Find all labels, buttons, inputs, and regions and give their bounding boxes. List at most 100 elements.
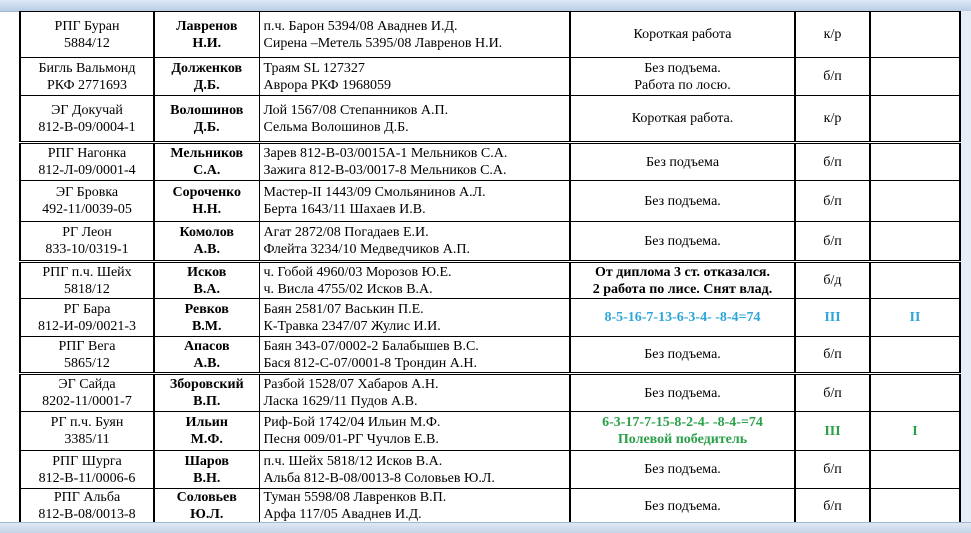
dog-cell-line: РПГ Альба xyxy=(53,490,121,505)
owner-cell: Мельников С.А. xyxy=(153,141,260,181)
owner-cell: Долженков Д.Б. xyxy=(153,57,260,96)
diploma-cell: б/п xyxy=(794,141,871,181)
parents-cell: Баян 2581/07 Васькин П.Е. К-Травка 2347/0… xyxy=(258,298,571,337)
owner-cell-line: Н.И. xyxy=(192,35,222,51)
owner-cell-line: А.В. xyxy=(193,355,220,371)
table-row: РПГ Нагонка 812-Л-09/0001-4 Мельников С.А. З… xyxy=(19,141,961,181)
place-cell xyxy=(869,141,961,181)
parents-cell-line: Риф-Бой 1742/04 Ильин М.Ф. xyxy=(263,415,441,430)
parents-cell: Агат 2872/08 Погадаев Е.И. Флейта 3234/10… xyxy=(258,221,571,262)
place-cell xyxy=(869,57,961,96)
diploma-cell: III xyxy=(794,411,871,451)
table-row: ЭГ Бровка 492-11/0039-05 Сороченко Н.Н. Маст… xyxy=(19,180,961,222)
place-cell xyxy=(869,372,961,412)
owner-cell-line: В.Н. xyxy=(193,470,221,486)
dog-cell: РПГ п.ч. Шейх 5818/12 xyxy=(19,260,155,299)
dog-cell-line: РПГ Вега xyxy=(58,338,116,354)
parents-cell-line: Берта 1643/11 Шахаев И.В. xyxy=(263,202,426,217)
dog-cell: РГ Леон 833-10/0319-1 xyxy=(19,221,155,262)
result-cell-line: Работа по лосю. xyxy=(634,77,731,93)
result-cell-line: Без подъема xyxy=(645,154,720,170)
diploma-cell: б/п xyxy=(794,450,871,489)
owner-cell-line: В.А. xyxy=(193,281,220,297)
parents-cell-line: Разбой 1528/07 Хабаров А.Н. xyxy=(263,377,439,392)
parents-cell-line: Арфа 117/05 Аваднев И.Д. xyxy=(263,507,422,522)
diploma-cell: б/п xyxy=(794,372,871,412)
place-cell: II xyxy=(869,298,961,337)
dog-cell: РГ п.ч. Буян 3385/11 xyxy=(19,411,155,451)
parents-cell-line: Зарев 812-В-03/0015А-1 Мельников С.А. xyxy=(263,146,508,161)
dog-cell-line: РКФ 2771693 xyxy=(46,77,128,93)
dog-cell-line: 812-В-08/0013-8 xyxy=(38,507,136,522)
result-cell: Без подъема. Работа по лосю. xyxy=(569,57,796,96)
parents-cell-line: Зажига 812-В-03/0017-8 Мельников С.А. xyxy=(263,163,507,178)
owner-cell: Сороченко Н.Н. xyxy=(153,180,260,222)
results-table: РПГ Буран 5884/12 Лавренов Н.И. п.ч. Барон 5… xyxy=(19,11,961,524)
parents-cell-line: Траям SL 127327 xyxy=(263,60,365,76)
dog-cell: Бигль Вальмонд РКФ 2771693 xyxy=(19,57,155,96)
parents-cell: Лой 1567/08 Степанников А.П. Сельма Волош… xyxy=(258,95,571,143)
owner-cell-line: Лавренов xyxy=(176,18,238,34)
parents-cell-line: ч. Висла 4755/02 Исков В.А. xyxy=(263,281,433,297)
parents-cell-line: Лой 1567/08 Степанников А.П. xyxy=(263,102,449,118)
dog-cell: РПГ Альба 812-В-08/0013-8 xyxy=(19,488,155,524)
dog-cell-line: 5818/12 xyxy=(64,281,110,297)
dog-cell: ЭГ Сайда 8202-11/0001-7 xyxy=(19,372,155,412)
dog-cell-line: 812-В-11/0006-6 xyxy=(38,470,136,486)
parents-cell: Баян 343-07/0002-2 Балабышев В.С. Бася 81… xyxy=(258,336,571,374)
owner-cell-line: Д.Б. xyxy=(193,119,220,135)
result-cell-line: 2 работа по лисе. Снят влад. xyxy=(592,281,773,297)
result-cell: Короткая работа xyxy=(569,11,796,58)
diploma-cell: б/п xyxy=(794,180,871,222)
result-cell-line: Короткая работа. xyxy=(631,111,734,126)
result-cell-line: 8-5-16-7-13-6-3-4- -8-4=74 xyxy=(604,310,761,325)
table-row: РПГ п.ч. Шейх 5818/12 Исков В.А. ч. Гобой 49… xyxy=(19,260,961,299)
result-cell: От диплома 3 ст. отказался. 2 работа по л… xyxy=(569,260,796,299)
table-row: Бигль Вальмонд РКФ 2771693 Долженков Д.Б. Тр… xyxy=(19,57,961,96)
parents-cell: Траям SL 127327 Аврора РКФ 1968059 xyxy=(258,57,571,96)
result-cell: 8-5-16-7-13-6-3-4- -8-4=74 xyxy=(569,298,796,337)
parents-cell: Мастер-II 1443/09 Смольянинов А.Л. Берта … xyxy=(258,180,571,222)
table-row: ЭГ Сайда 8202-11/0001-7 Зборовский В.П. Разб… xyxy=(19,372,961,412)
parents-cell-line: ч. Гобой 4960/03 Морозов Ю.Е. xyxy=(263,264,452,280)
owner-cell-line: Волошинов xyxy=(170,102,244,118)
result-cell-line: 6-3-17-7-15-8-2-4- -8-4-=74 xyxy=(602,415,763,430)
owner-cell-line: Шаров xyxy=(184,453,229,469)
parents-cell-line: Баян 2581/07 Васькин П.Е. xyxy=(263,301,424,317)
parents-cell-line: п.ч. Шейх 5818/12 Исков В.А. xyxy=(263,453,443,469)
dog-cell: ЭГ Докучай 812-В-09/0004-1 xyxy=(19,95,155,143)
result-cell: 6-3-17-7-15-8-2-4- -8-4-=74 Полевой побед… xyxy=(569,411,796,451)
dog-cell-line: 8202-11/0001-7 xyxy=(42,394,132,409)
owner-cell-line: Зборовский xyxy=(169,377,244,392)
place-cell xyxy=(869,450,961,489)
owner-cell: Исков В.А. xyxy=(153,260,260,299)
owner-cell-line: А.В. xyxy=(193,242,220,257)
parents-cell: Риф-Бой 1742/04 Ильин М.Ф. Песня 009/01-Р… xyxy=(258,411,571,451)
dog-cell-line: РПГ Буран xyxy=(54,18,120,34)
dog-cell-line: РПГ Шурга xyxy=(52,453,122,469)
dog-cell-line: 5884/12 xyxy=(64,35,110,51)
parents-cell-line: Мастер-II 1443/09 Смольянинов А.Л. xyxy=(263,185,486,200)
table-row: ЭГ Докучай 812-В-09/0004-1 Волошинов Д.Б. Ло… xyxy=(19,95,961,143)
place-cell xyxy=(869,221,961,262)
result-cell: Короткая работа. xyxy=(569,95,796,143)
owner-cell-line: Д.Б. xyxy=(193,77,220,93)
place-cell xyxy=(869,180,961,222)
parents-cell: ч. Гобой 4960/03 Морозов Ю.Е. ч. Висла 47… xyxy=(258,260,571,299)
parents-cell: Зарев 812-В-03/0015А-1 Мельников С.А. Заж… xyxy=(258,141,571,181)
owner-cell: Комолов А.В. xyxy=(153,221,260,262)
owner-cell-line: М.Ф. xyxy=(190,432,223,447)
dog-cell-line: РГ Бара xyxy=(63,301,111,317)
parents-cell: Туман 5598/08 Лавренков В.П. Арфа 117/05 … xyxy=(258,488,571,524)
owner-cell-line: Апасов xyxy=(183,338,230,354)
result-cell-line: Без подъема. xyxy=(644,462,721,477)
parents-cell-line: Баян 343-07/0002-2 Балабышев В.С. xyxy=(263,338,479,354)
owner-cell-line: В.М. xyxy=(191,318,222,334)
result-cell: Без подъема. xyxy=(569,488,796,524)
parents-cell-line: К-Травка 2347/07 Жулис И.И. xyxy=(263,318,441,334)
table-row: РПГ Вега 5865/12 Апасов А.В. Баян 343-07/000… xyxy=(19,336,961,374)
place-cell xyxy=(869,260,961,299)
table-row: РПГ Буран 5884/12 Лавренов Н.И. п.ч. Барон 5… xyxy=(19,11,961,58)
result-cell-line: Без подъема. xyxy=(644,385,721,401)
result-cell-line: Короткая работа xyxy=(633,27,732,42)
